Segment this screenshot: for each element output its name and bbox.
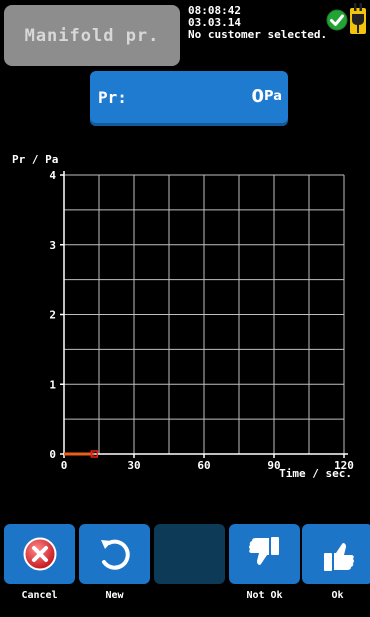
y-axis-label: Pr / Pa [12, 153, 59, 166]
cancel-icon [23, 537, 56, 571]
date: 03.03.14 [188, 16, 241, 29]
pressure-label: Pr: [98, 88, 127, 107]
y-tick-label: 0 [49, 448, 56, 461]
title-button[interactable]: Manifold pr. [4, 5, 180, 66]
ok-button[interactable] [302, 524, 370, 584]
x-tick-label: 120 [334, 459, 354, 472]
customer-status: No customer selected. [188, 28, 328, 41]
x-tick-label: 90 [267, 459, 280, 472]
pressure-value: 0 [251, 86, 264, 107]
y-tick-label: 3 [49, 239, 56, 252]
pressure-series-marker [90, 450, 99, 458]
status-area: 08:08:42 03.03.14 No customer selected. [188, 5, 327, 41]
cancel-label: Cancel [21, 590, 58, 601]
pressure-reading-box: Pr: 0 Pa [90, 71, 288, 126]
ok-check-icon [326, 9, 348, 31]
blank-button [154, 524, 225, 584]
x-axis-label: Time / sec. [279, 467, 352, 480]
y-tick-label: 2 [49, 309, 56, 322]
power-plug-icon [350, 3, 366, 34]
ok-label: Ok [331, 590, 344, 601]
y-tick-label: 4 [49, 169, 56, 182]
refresh-icon [100, 539, 130, 570]
title-text: Manifold pr. [24, 25, 160, 46]
x-tick-label: 60 [197, 459, 210, 472]
thumbs-up-icon [323, 543, 354, 571]
new-button[interactable] [79, 524, 150, 584]
cancel-button[interactable] [4, 524, 75, 584]
pressure-unit: Pa [264, 89, 282, 104]
y-tick-label: 1 [49, 378, 56, 391]
x-tick-label: 0 [61, 459, 68, 472]
thumbs-down-icon [248, 537, 279, 565]
time: 08:08:42 [188, 4, 241, 17]
new-label: New [105, 590, 124, 601]
x-tick-label: 30 [127, 459, 140, 472]
not-ok-button[interactable] [229, 524, 300, 584]
not-ok-label: Not Ok [246, 590, 283, 601]
